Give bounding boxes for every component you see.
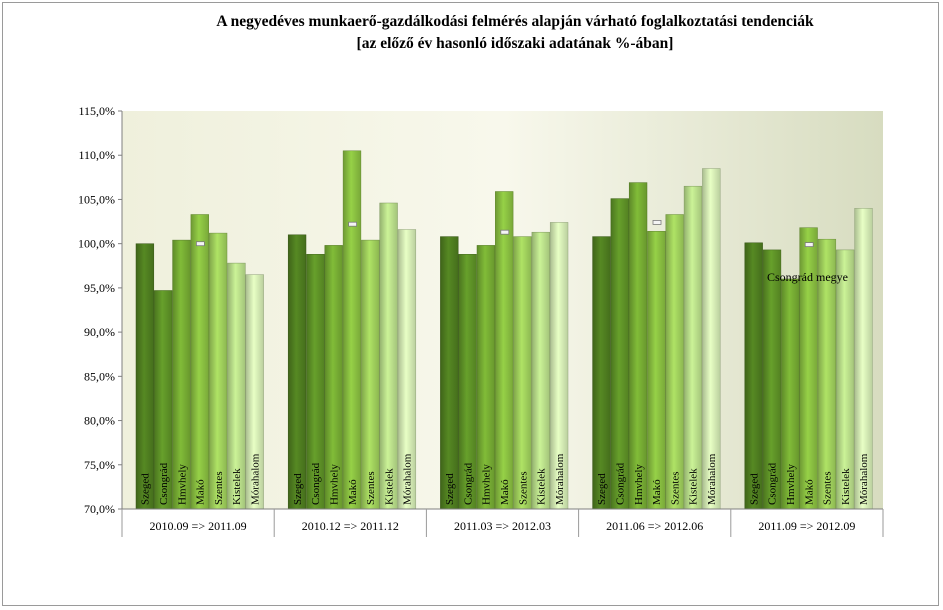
bar-label: Csongrád	[462, 462, 474, 505]
bar-label: Szentes	[669, 471, 681, 505]
bar-label: Hmvhely	[481, 464, 493, 505]
county-average-marker	[804, 242, 814, 248]
x-group-label: 2010.09 => 2011.09	[150, 519, 247, 533]
bar-makó-1	[190, 214, 209, 510]
bar-szeged-1	[135, 243, 155, 510]
bar-makó-3	[495, 191, 514, 510]
bar-label: Kistelek	[536, 468, 548, 505]
chart-title-line2: [az előző év hasonló időszaki adatának %…	[356, 35, 674, 52]
y-tick-label: 115,0%	[78, 104, 115, 118]
bar-label: Mórahalom	[554, 453, 566, 505]
bar-label: Makó	[803, 479, 815, 505]
chart-title: A negyedéves munkaerő-gazdálkodási felmé…	[120, 11, 910, 55]
y-tick-label: 110,0%	[78, 148, 115, 162]
bar-kistelek-2	[379, 202, 398, 510]
bar-label: Csongrád	[158, 462, 170, 505]
bar-szentes-1	[208, 232, 228, 510]
bar-label: Szeged	[748, 473, 760, 505]
y-tick-label: 95,0%	[84, 281, 115, 295]
county-average-marker	[348, 221, 358, 227]
bar-label: Szentes	[517, 471, 529, 505]
y-tick-label: 80,0%	[84, 414, 115, 428]
y-tick-label: 85,0%	[84, 369, 115, 383]
bar-label: Csongrád	[767, 462, 779, 505]
county-average-marker	[652, 219, 662, 225]
bar-csongrád-4	[610, 198, 629, 510]
x-group-label: 2010.12 => 2011.12	[302, 519, 399, 533]
bar-label: Csongrád	[615, 462, 627, 505]
bar-label: Hmvhely	[785, 464, 797, 505]
bar-label: Kistelek	[383, 468, 395, 505]
bar-label: Szentes	[213, 471, 225, 505]
bar-szeged-2	[287, 234, 307, 510]
bar-label: Szentes	[365, 471, 377, 505]
bar-label: Hmvhely	[176, 464, 188, 505]
bar-label: Kistelek	[688, 468, 700, 505]
bar-label: Mórahalom	[706, 453, 718, 505]
axes-layer: 70,0% 75,0% 80,0% 85,0% 90,0% 95,0% 100,0% 105,…	[78, 104, 884, 537]
bar-makó-2	[342, 150, 362, 510]
bar-label: Hmvhely	[633, 464, 645, 505]
bar-label: Kistelek	[840, 468, 852, 505]
bar-label: Csongrád	[310, 462, 322, 505]
bar-label: Mórahalom	[858, 453, 870, 505]
bar-kistelek-3	[531, 231, 550, 510]
y-tick-label: 105,0%	[78, 192, 115, 206]
bar-label: Hmvhely	[328, 464, 340, 505]
bar-kistelek-4	[683, 185, 703, 510]
bar-label: Mórahalom	[402, 453, 414, 505]
y-tick-label: 70,0%	[84, 502, 115, 516]
bar-label: Makó	[499, 479, 511, 505]
x-group-label: 2011.09 => 2012.09	[758, 519, 855, 533]
bar-szeged-3	[440, 236, 459, 510]
bar-label: Szeged	[444, 473, 456, 505]
bar-makó-4	[647, 231, 666, 510]
bar-label: Kistelek	[231, 468, 243, 505]
x-group-label: 2011.03 => 2012.03	[454, 519, 551, 533]
bar-label: Makó	[195, 479, 207, 505]
bar-szentes-4	[665, 214, 684, 510]
bar-label: Szentes	[822, 471, 834, 505]
bar-label: Makó	[347, 479, 359, 505]
bar-szentes-3	[513, 236, 532, 510]
bar-hmvhely-4	[628, 182, 648, 510]
county-average-label: Csongrád megye	[767, 270, 848, 284]
bar-szeged-5	[744, 242, 763, 510]
y-tick-label: 100,0%	[78, 237, 115, 251]
y-tick-label: 90,0%	[84, 325, 115, 339]
y-tick-label: 75,0%	[84, 458, 115, 472]
x-group-label: 2011.06 => 2012.06	[606, 519, 703, 533]
county-average-marker	[195, 241, 205, 247]
bar-szeged-4	[592, 236, 611, 510]
county-average-marker	[500, 229, 510, 235]
bar-szentes-2	[361, 239, 380, 510]
bar-label: Makó	[651, 479, 663, 505]
chart-title-line1: A negyedéves munkaerő-gazdálkodási felmé…	[216, 13, 814, 30]
bar-label: Mórahalom	[250, 453, 262, 505]
bar-label: Szeged	[596, 473, 608, 505]
bar-label: Szeged	[140, 473, 152, 505]
bar-label: Szeged	[292, 473, 304, 505]
bars-layer: Szeged Csongrád Hmvhely Makó Szentes Kistelek…	[135, 150, 873, 510]
